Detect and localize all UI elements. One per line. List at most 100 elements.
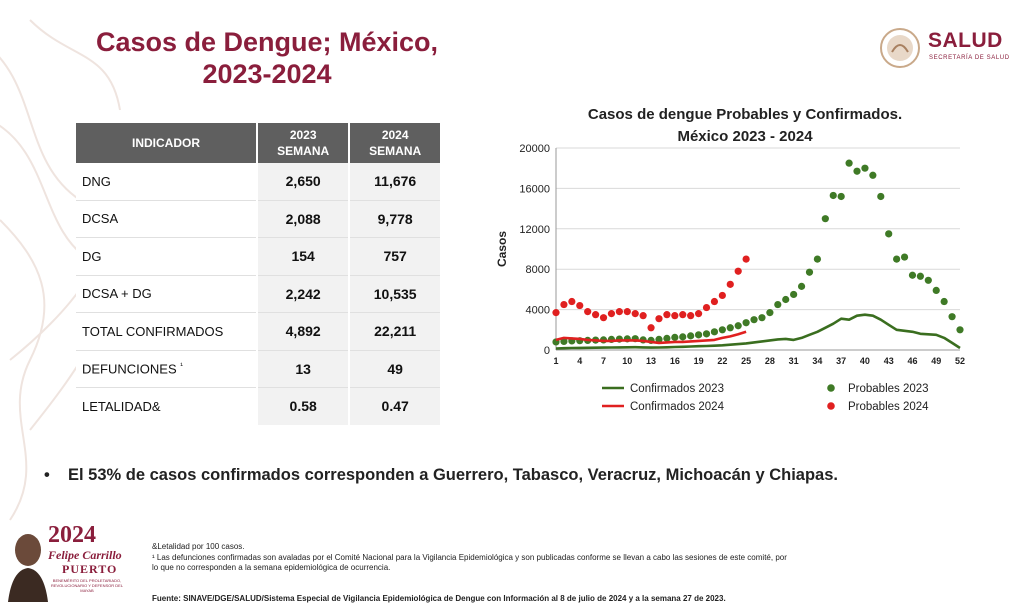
data-point-probables-2024 bbox=[655, 315, 663, 323]
summary-bullet: • El 53% de casos confirmados corresponde… bbox=[44, 466, 838, 485]
row-label: LETALIDAD& bbox=[76, 387, 257, 425]
row-label: DG bbox=[76, 237, 257, 275]
data-point-probables-2023 bbox=[790, 290, 798, 299]
data-point-probables-2023 bbox=[932, 286, 940, 295]
data-point-probables-2024 bbox=[671, 312, 679, 320]
data-point-probables-2023 bbox=[845, 159, 853, 167]
x-tick-label: 40 bbox=[860, 356, 870, 366]
data-point-probables-2024 bbox=[599, 314, 608, 322]
y-tick-label: 0 bbox=[544, 345, 550, 357]
table-row: DCSA + DG 2,242 10,535 bbox=[76, 274, 440, 313]
table-row: DEFUNCIONES ¹ 13 49 bbox=[76, 349, 440, 388]
x-tick-label: 10 bbox=[622, 356, 632, 366]
data-point-probables-2024 bbox=[607, 310, 616, 318]
legend-label-probables-2023: Probables 2023 bbox=[848, 383, 929, 395]
legend-label-confirmados-2024: Confirmados 2024 bbox=[630, 401, 725, 413]
table-row: DCSA 2,088 9,778 bbox=[76, 199, 440, 238]
row-value-2023: 2,242 bbox=[255, 274, 350, 313]
row-value-2024: 757 bbox=[348, 237, 440, 275]
data-point-probables-2024 bbox=[726, 280, 734, 288]
x-tick-label: 28 bbox=[765, 356, 775, 366]
footnote-defunciones-cont: lo que no corresponden a la semana epide… bbox=[152, 563, 391, 572]
source-note: Fuente: SINAVE/DGE/SALUD/Sistema Especia… bbox=[152, 594, 726, 603]
x-tick-label: 37 bbox=[836, 356, 846, 366]
y-axis-label: Casos bbox=[495, 231, 509, 267]
data-point-probables-2023 bbox=[813, 255, 822, 263]
data-point-probables-2024 bbox=[734, 267, 742, 275]
data-point-probables-2023 bbox=[869, 171, 877, 179]
x-tick-label: 25 bbox=[741, 356, 751, 366]
row-value-2023: 13 bbox=[255, 349, 350, 388]
data-point-probables-2024 bbox=[687, 312, 695, 320]
data-point-probables-2023 bbox=[861, 164, 869, 172]
data-point-probables-2023 bbox=[908, 271, 917, 279]
row-label: DCSA bbox=[76, 199, 257, 238]
footnote-defunciones: ¹ Las defunciones confirmadas son avalad… bbox=[152, 552, 787, 562]
felipe-carrillo-puerto-logo bbox=[4, 522, 149, 608]
data-point-probables-2023 bbox=[694, 331, 703, 339]
data-point-probables-2023 bbox=[655, 335, 663, 343]
chart-title-line2: México 2023 - 2024 bbox=[677, 128, 813, 145]
header-indicator: INDICADOR bbox=[76, 123, 258, 163]
data-point-probables-2023 bbox=[663, 334, 671, 342]
row-value-2024: 49 bbox=[348, 349, 440, 388]
data-point-probables-2023 bbox=[797, 282, 806, 290]
data-point-probables-2024 bbox=[718, 291, 726, 300]
data-point-probables-2023 bbox=[718, 326, 726, 334]
row-value-2023: 2,650 bbox=[255, 163, 350, 200]
row-label: DCSA + DG bbox=[76, 274, 257, 313]
data-point-probables-2024 bbox=[639, 312, 647, 320]
row-label: DEFUNCIONES ¹ bbox=[76, 349, 257, 388]
x-tick-label: 13 bbox=[646, 356, 656, 366]
data-point-probables-2024 bbox=[584, 308, 592, 316]
table-row: DNG 2,650 11,676 bbox=[76, 163, 440, 200]
data-point-probables-2024 bbox=[647, 324, 655, 332]
y-tick-label: 16000 bbox=[519, 183, 550, 195]
footer-logo-place: PUERTO bbox=[62, 562, 118, 576]
data-point-probables-2024 bbox=[576, 301, 584, 310]
data-point-probables-2023 bbox=[893, 255, 901, 263]
data-point-probables-2024 bbox=[742, 255, 750, 263]
data-point-probables-2024 bbox=[615, 308, 623, 316]
x-tick-label: 19 bbox=[694, 356, 704, 366]
data-point-probables-2024 bbox=[710, 297, 719, 306]
data-point-probables-2023 bbox=[956, 326, 964, 334]
table-row: LETALIDAD& 0.58 0.47 bbox=[76, 387, 440, 425]
row-value-2024: 10,535 bbox=[348, 274, 440, 313]
data-point-probables-2023 bbox=[821, 215, 829, 223]
footnotes: &Letalidad por 100 casos. ¹ Las defuncio… bbox=[152, 542, 987, 574]
data-point-probables-2024 bbox=[631, 310, 639, 318]
page-title-line1: Casos de Dengue; México, bbox=[95, 27, 439, 57]
row-label: TOTAL CONFIRMADOS bbox=[76, 312, 257, 350]
series-line-confirmados-2024 bbox=[555, 330, 747, 345]
x-tick-label: 16 bbox=[670, 356, 680, 366]
header-2024: 2024 SEMANA bbox=[349, 123, 440, 163]
data-point-probables-2024 bbox=[702, 303, 711, 312]
row-value-2024: 22,211 bbox=[348, 312, 440, 350]
x-tick-label: 31 bbox=[789, 356, 799, 366]
data-point-probables-2024 bbox=[663, 311, 671, 319]
chart-title-line1: Casos de dengue Probables y Confirmados. bbox=[587, 106, 903, 123]
data-point-probables-2024 bbox=[560, 300, 568, 309]
table-row: TOTAL CONFIRMADOS 4,892 22,211 bbox=[76, 312, 440, 350]
data-point-probables-2023 bbox=[758, 314, 766, 322]
y-tick-label: 12000 bbox=[519, 224, 550, 236]
page-title-line2: 2023-2024 bbox=[202, 59, 332, 89]
chart-title: Casos de dengue Probables y Confirmados.… bbox=[560, 104, 930, 148]
legend-label-confirmados-2023: Confirmados 2023 bbox=[630, 383, 724, 395]
row-value-2024: 11,676 bbox=[348, 163, 440, 200]
data-point-probables-2023 bbox=[710, 328, 719, 336]
data-point-probables-2023 bbox=[734, 322, 742, 330]
data-point-probables-2024 bbox=[552, 309, 560, 317]
row-value-2023: 4,892 bbox=[255, 312, 350, 350]
data-point-probables-2023 bbox=[805, 268, 814, 276]
data-point-probables-2024 bbox=[694, 310, 703, 318]
row-label-superscript: ¹ bbox=[180, 361, 183, 371]
footnote-letalidad: &Letalidad por 100 casos. bbox=[152, 542, 245, 551]
series-line-confirmados-2023 bbox=[555, 313, 961, 350]
x-tick-label: 1 bbox=[553, 356, 558, 366]
data-point-probables-2023 bbox=[774, 300, 782, 309]
data-point-probables-2023 bbox=[829, 191, 837, 200]
salud-logo-text: SALUD bbox=[928, 29, 1003, 52]
row-label: DNG bbox=[76, 163, 257, 200]
